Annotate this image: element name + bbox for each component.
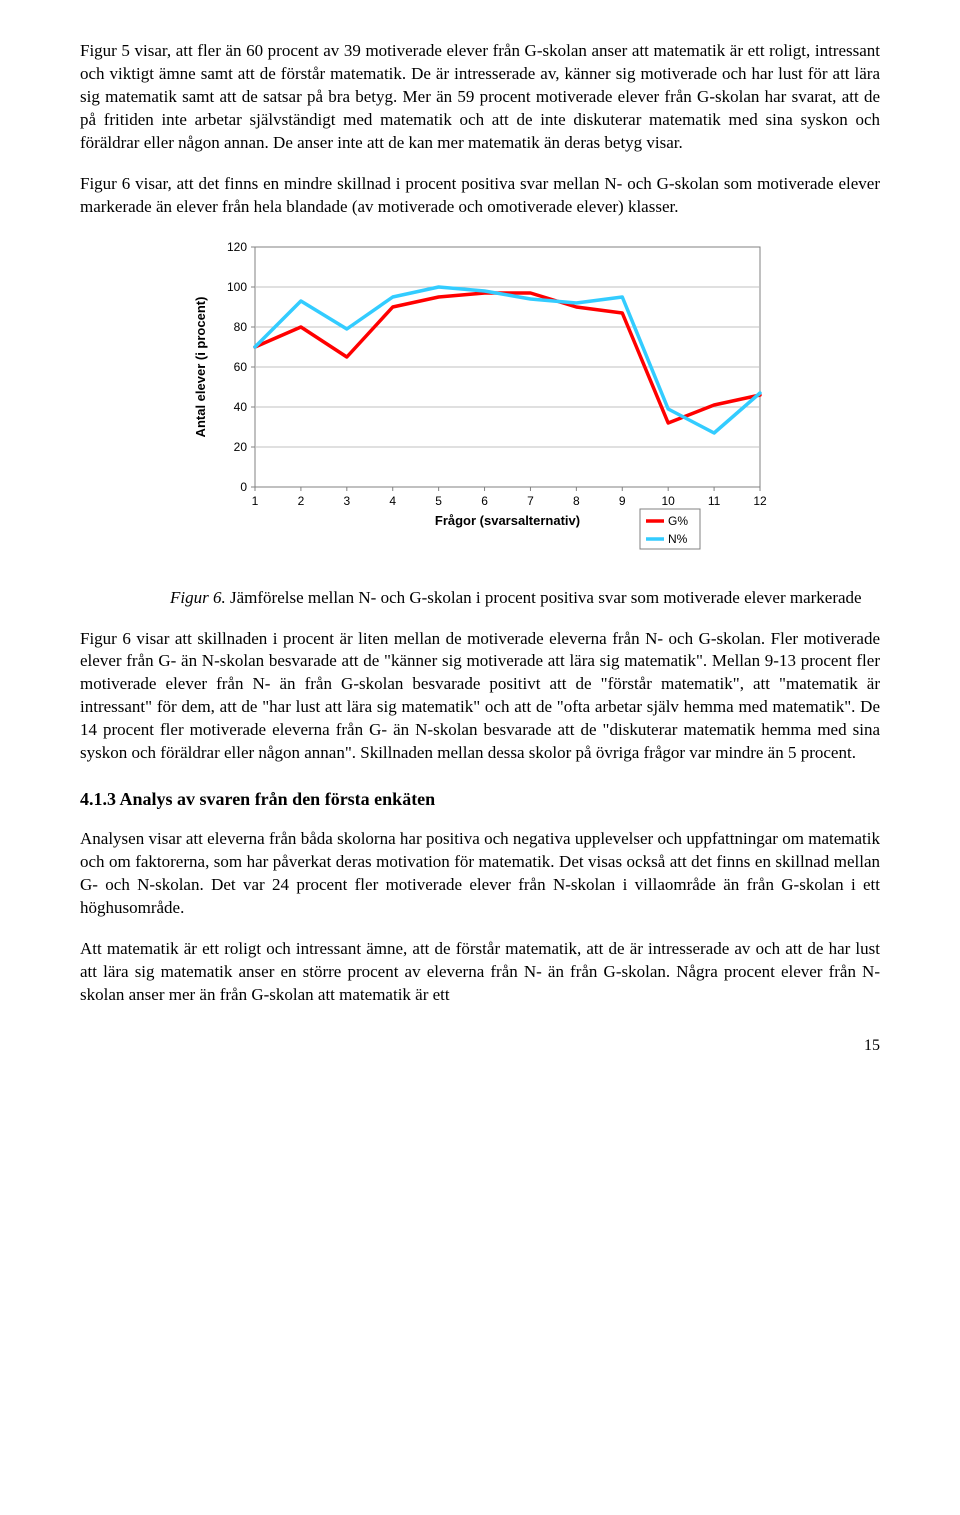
svg-text:6: 6 [481,494,488,508]
svg-text:Frågor (svarsalternativ): Frågor (svarsalternativ) [435,513,580,528]
svg-text:10: 10 [662,494,676,508]
figure-6-chart: 020406080100120123456789101112Antal elev… [185,237,775,557]
svg-text:11: 11 [708,494,721,508]
paragraph-1: Figur 5 visar, att fler än 60 procent av… [80,40,880,155]
svg-text:120: 120 [227,240,247,254]
svg-text:G%: G% [668,514,688,528]
svg-text:9: 9 [619,494,626,508]
svg-text:100: 100 [227,280,247,294]
svg-text:20: 20 [234,440,248,454]
svg-text:8: 8 [573,494,580,508]
paragraph-3: Figur 6 visar att skillnaden i procent ä… [80,628,880,766]
line-chart-svg: 020406080100120123456789101112Antal elev… [185,237,775,557]
svg-text:1: 1 [252,494,259,508]
svg-text:Antal elever (i procent): Antal elever (i procent) [193,296,208,437]
svg-text:3: 3 [343,494,350,508]
page-number: 15 [80,1037,880,1055]
paragraph-4: Analysen visar att eleverna från båda sk… [80,828,880,920]
svg-text:N%: N% [668,532,688,546]
figure-caption-text: Jämförelse mellan N- och G-skolan i proc… [226,588,862,607]
section-heading-4-1-3: 4.1.3 Analys av svaren från den första e… [80,789,880,810]
figure-label: Figur 6. [170,588,226,607]
paragraph-2: Figur 6 visar, att det finns en mindre s… [80,173,880,219]
paragraph-5: Att matematik är ett roligt och intressa… [80,938,880,1007]
svg-text:60: 60 [234,360,248,374]
svg-text:0: 0 [240,480,247,494]
svg-text:12: 12 [753,494,767,508]
svg-text:4: 4 [389,494,396,508]
svg-text:7: 7 [527,494,534,508]
svg-text:5: 5 [435,494,442,508]
svg-text:40: 40 [234,400,248,414]
figure-6-caption: Figur 6. Jämförelse mellan N- och G-skol… [170,587,880,610]
svg-text:80: 80 [234,320,248,334]
svg-text:2: 2 [298,494,305,508]
